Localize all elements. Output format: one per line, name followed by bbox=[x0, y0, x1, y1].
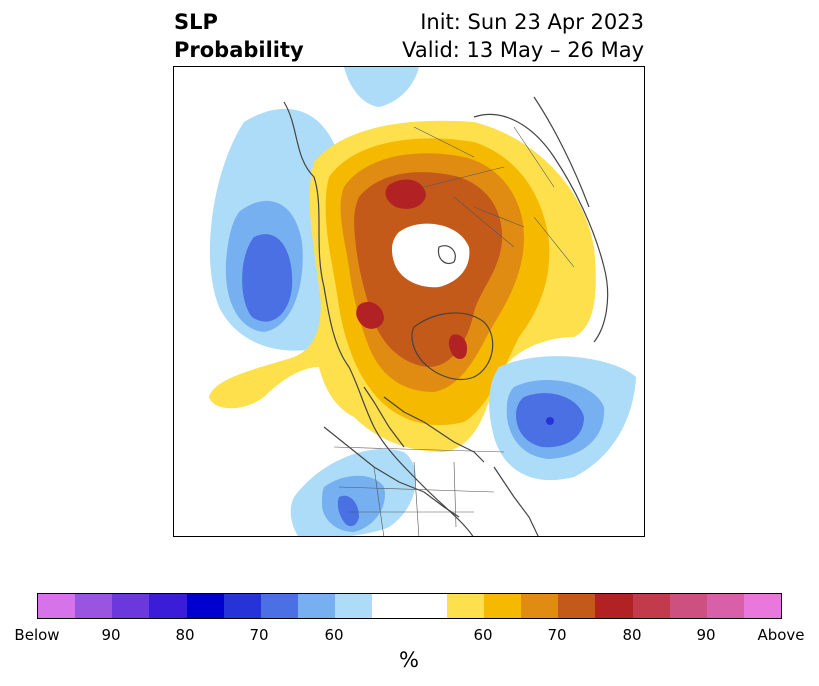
colorbar-segment bbox=[112, 594, 150, 618]
colorbar-tick-label: 80 bbox=[175, 626, 195, 644]
colorbar-segment bbox=[298, 594, 336, 618]
coastlines bbox=[283, 96, 609, 536]
colorbar-unit: % bbox=[399, 648, 419, 672]
chart-title: SLP Probability bbox=[174, 8, 304, 64]
colorbar-segment bbox=[483, 594, 522, 618]
init-date: Init: Sun 23 Apr 2023 bbox=[420, 10, 644, 34]
pos-95-c bbox=[448, 334, 468, 359]
colorbar-segment bbox=[521, 594, 559, 618]
colorbar-segment bbox=[706, 594, 744, 618]
colorbar-segment bbox=[260, 594, 299, 618]
colorbar-segment bbox=[409, 594, 447, 618]
colorbar-tick-label: 90 bbox=[101, 626, 121, 644]
map-svg bbox=[209, 67, 636, 536]
colorbar-segment bbox=[446, 594, 484, 618]
colorbar-segment bbox=[149, 594, 187, 618]
colorbar-segment bbox=[558, 594, 596, 618]
colorbar-tick-label: 60 bbox=[324, 626, 344, 644]
colorbar-segment bbox=[372, 594, 410, 618]
title-line-1: SLP bbox=[174, 10, 218, 34]
colorbar-segment bbox=[669, 594, 707, 618]
colorbar-segment bbox=[632, 594, 670, 618]
arctic-neutral bbox=[391, 223, 470, 288]
probability-map bbox=[173, 66, 645, 537]
colorbar-segment bbox=[38, 594, 76, 618]
sw-blue-80 bbox=[337, 495, 359, 527]
colorbar-segment bbox=[186, 594, 224, 618]
colorbar-tick-label: Above bbox=[757, 626, 805, 644]
colorbar-tick-label: 70 bbox=[249, 626, 269, 644]
colorbar-segment bbox=[743, 594, 782, 618]
title-line-2: Probability bbox=[174, 38, 304, 62]
borders bbox=[333, 126, 575, 536]
colorbar-segment bbox=[223, 594, 261, 618]
colorbar-tick-label: Below bbox=[14, 626, 60, 644]
colorbar-segment bbox=[595, 594, 633, 618]
colorbar-segment bbox=[75, 594, 113, 618]
pos-95-a bbox=[385, 179, 426, 209]
colorbar bbox=[37, 593, 782, 619]
colorbar-tick-label: 70 bbox=[547, 626, 567, 644]
arctic-top-blue bbox=[344, 67, 419, 107]
colorbar-tick-label: 90 bbox=[696, 626, 716, 644]
colorbar-tick-label: 60 bbox=[473, 626, 493, 644]
valid-range: Valid: 13 May – 26 May bbox=[402, 38, 644, 62]
date-info: Init: Sun 23 Apr 2023 Valid: 13 May – 26… bbox=[402, 8, 644, 64]
pacific-blue-80 bbox=[242, 234, 293, 322]
atlantic-blue-90 bbox=[546, 417, 554, 425]
colorbar-tick-label: 80 bbox=[622, 626, 642, 644]
pos-95-b bbox=[356, 301, 384, 329]
colorbar-segment bbox=[335, 594, 373, 618]
